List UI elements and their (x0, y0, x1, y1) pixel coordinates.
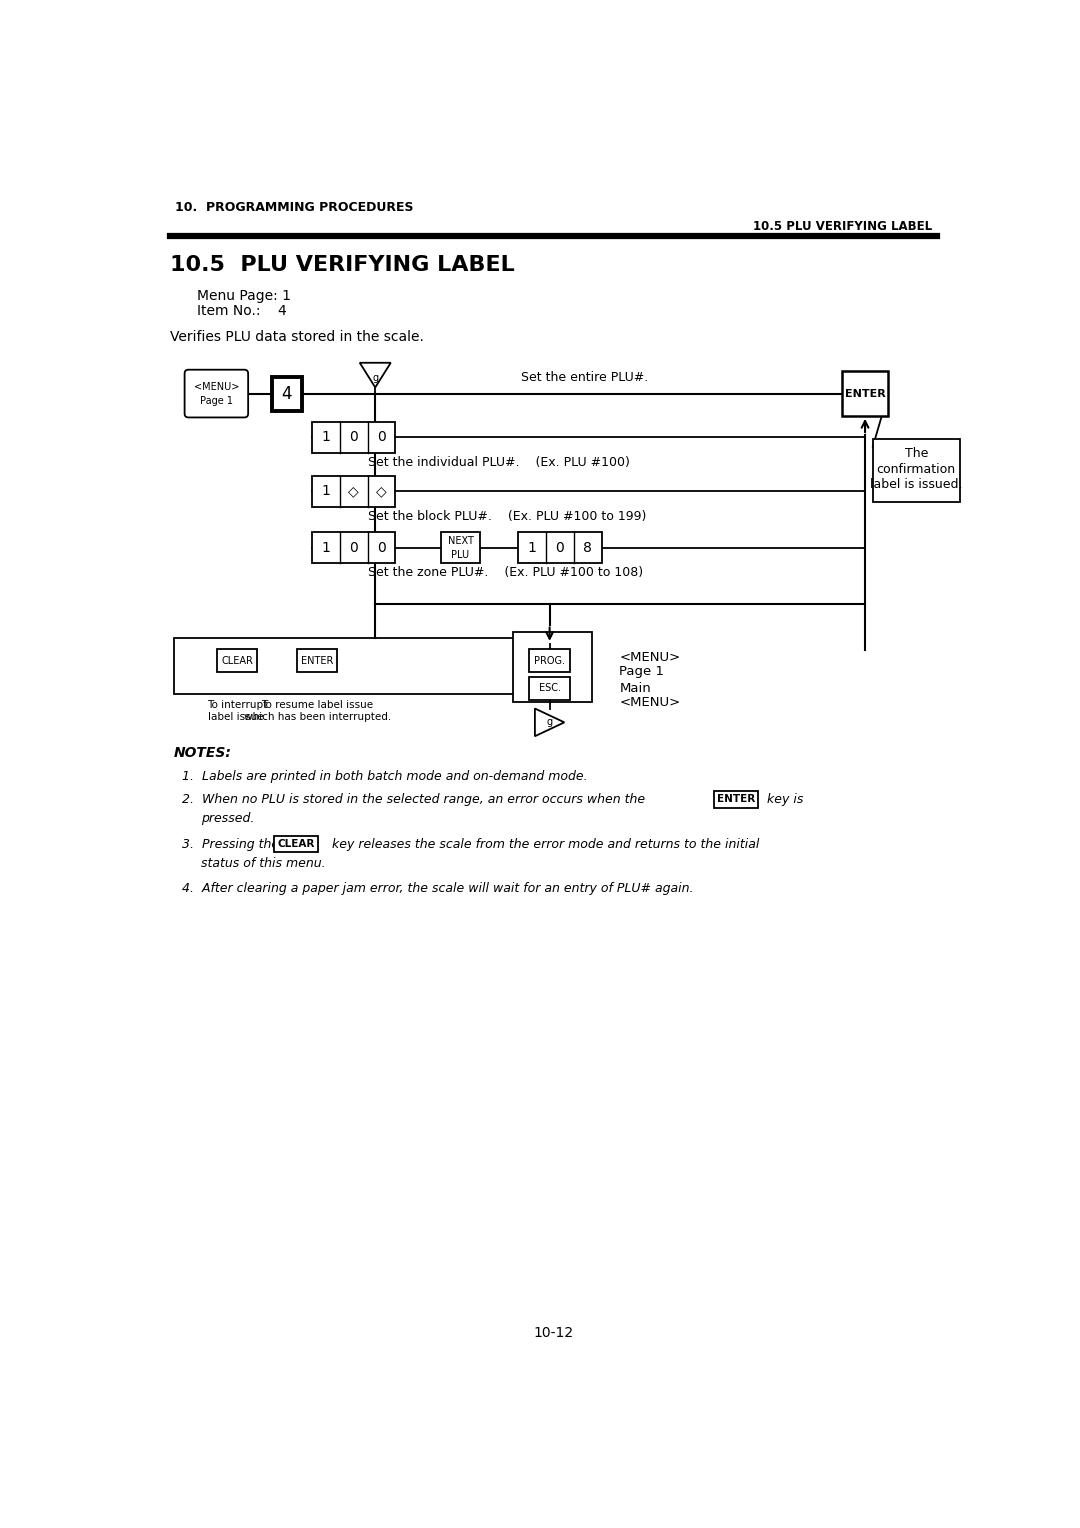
Text: The: The (905, 448, 928, 460)
Text: 0: 0 (349, 431, 357, 445)
Text: label issue.: label issue. (207, 712, 267, 721)
FancyBboxPatch shape (513, 633, 592, 701)
Text: PROG.: PROG. (535, 656, 565, 666)
Text: To resume label issue: To resume label issue (261, 700, 374, 711)
Text: Set the individual PLU#.    (Ex. PLU #100): Set the individual PLU#. (Ex. PLU #100) (367, 457, 630, 469)
Text: g: g (373, 373, 378, 384)
Text: NOTES:: NOTES: (174, 746, 231, 759)
Text: 1.  Labels are printed in both batch mode and on-demand mode.: 1. Labels are printed in both batch mode… (181, 770, 588, 782)
Text: 1: 1 (321, 541, 330, 555)
FancyBboxPatch shape (217, 649, 257, 672)
Text: 10-12: 10-12 (534, 1326, 573, 1340)
Text: ESC.: ESC. (539, 683, 561, 694)
Text: ENTER: ENTER (301, 656, 334, 666)
Text: PLU: PLU (451, 550, 470, 561)
Text: 10.  PROGRAMMING PROCEDURES: 10. PROGRAMMING PROCEDURES (175, 200, 414, 214)
Text: key is: key is (762, 793, 804, 805)
FancyBboxPatch shape (529, 677, 570, 700)
Text: Set the block PLU#.    (Ex. PLU #100 to 199): Set the block PLU#. (Ex. PLU #100 to 199… (367, 510, 646, 523)
Text: <MENU>: <MENU> (193, 382, 239, 391)
Text: 2.  When no PLU is stored in the selected range, an error occurs when the: 2. When no PLU is stored in the selected… (181, 793, 645, 805)
Text: Page 1: Page 1 (619, 665, 664, 678)
FancyBboxPatch shape (297, 649, 337, 672)
Text: 1: 1 (321, 484, 330, 498)
FancyBboxPatch shape (312, 532, 395, 562)
FancyBboxPatch shape (714, 792, 758, 808)
Text: CLEAR: CLEAR (278, 839, 315, 850)
Polygon shape (360, 362, 391, 388)
Text: pressed.: pressed. (201, 811, 254, 825)
Text: Verifies PLU data stored in the scale.: Verifies PLU data stored in the scale. (170, 330, 423, 344)
Text: label is issued.: label is issued. (870, 478, 962, 490)
Text: 10.5  PLU VERIFYING LABEL: 10.5 PLU VERIFYING LABEL (170, 255, 515, 275)
FancyBboxPatch shape (312, 422, 395, 452)
Text: key releases the scale from the error mode and returns to the initial: key releases the scale from the error mo… (324, 837, 759, 851)
Text: Main: Main (619, 681, 651, 695)
Text: To interrupt: To interrupt (207, 700, 268, 711)
FancyBboxPatch shape (274, 836, 319, 853)
FancyBboxPatch shape (873, 439, 960, 503)
Text: status of this menu.: status of this menu. (201, 857, 325, 869)
Text: CLEAR: CLEAR (221, 656, 253, 666)
FancyBboxPatch shape (174, 639, 526, 694)
Text: 0: 0 (377, 431, 386, 445)
Text: confirmation: confirmation (877, 463, 956, 475)
FancyBboxPatch shape (441, 532, 480, 562)
Text: 3.  Pressing the: 3. Pressing the (181, 837, 279, 851)
FancyBboxPatch shape (312, 475, 395, 507)
Text: which has been interrupted.: which has been interrupted. (243, 712, 391, 721)
Text: 1: 1 (527, 541, 537, 555)
Text: ENTER: ENTER (845, 388, 886, 399)
Text: <MENU>: <MENU> (619, 695, 680, 709)
Text: 4: 4 (282, 385, 293, 402)
Text: Menu Page: 1: Menu Page: 1 (197, 289, 291, 303)
Polygon shape (535, 709, 565, 736)
Text: 0: 0 (377, 541, 386, 555)
Text: 0: 0 (349, 541, 357, 555)
Text: Set the entire PLU#.: Set the entire PLU#. (521, 371, 648, 385)
Text: ENTER: ENTER (716, 795, 755, 804)
FancyBboxPatch shape (517, 532, 602, 562)
FancyBboxPatch shape (185, 370, 248, 417)
Text: Set the zone PLU#.    (Ex. PLU #100 to 108): Set the zone PLU#. (Ex. PLU #100 to 108) (367, 567, 643, 579)
Text: Page 1: Page 1 (200, 396, 233, 406)
FancyBboxPatch shape (841, 371, 888, 416)
FancyBboxPatch shape (272, 376, 301, 411)
FancyBboxPatch shape (529, 649, 570, 672)
Text: g: g (546, 717, 553, 727)
Text: ◇: ◇ (376, 484, 387, 498)
Text: Item No.:    4: Item No.: 4 (197, 304, 287, 318)
Text: 0: 0 (555, 541, 564, 555)
Text: NEXT: NEXT (447, 536, 473, 547)
Text: <MENU>: <MENU> (619, 651, 680, 665)
Text: 4.  After clearing a paper jam error, the scale will wait for an entry of PLU# a: 4. After clearing a paper jam error, the… (181, 882, 693, 895)
Text: 8: 8 (583, 541, 592, 555)
Text: ◇: ◇ (348, 484, 359, 498)
Text: 1: 1 (321, 431, 330, 445)
Text: 10.5 PLU VERIFYING LABEL: 10.5 PLU VERIFYING LABEL (753, 220, 932, 232)
